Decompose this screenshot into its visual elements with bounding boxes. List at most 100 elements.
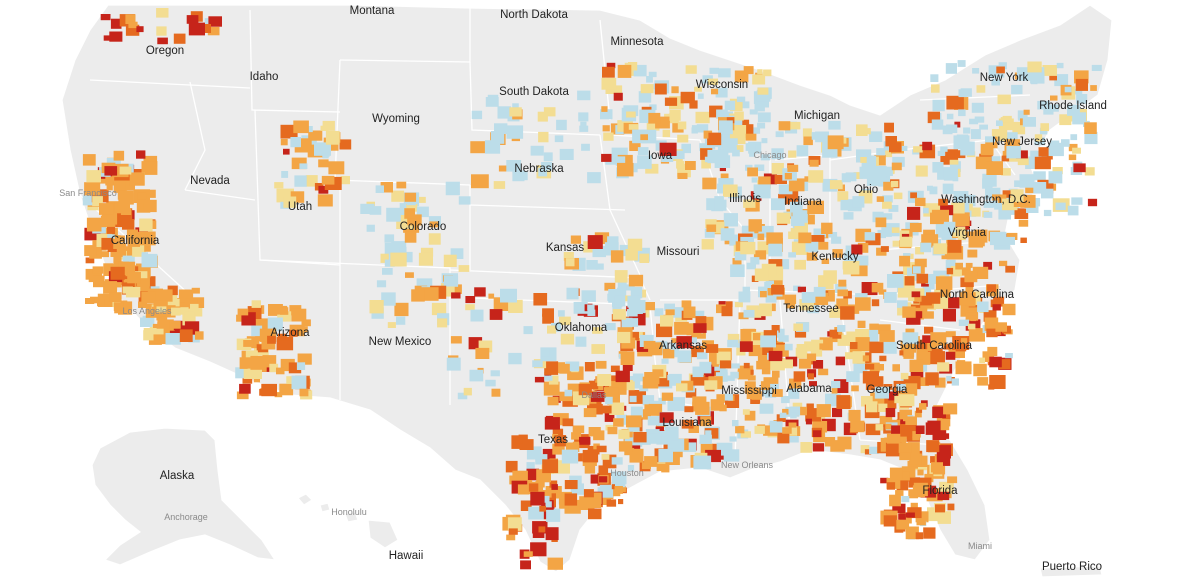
county-patch <box>136 232 145 239</box>
county-patch <box>241 312 256 326</box>
county-patch <box>808 170 824 183</box>
county-patch <box>628 301 643 314</box>
county-patch <box>952 212 970 227</box>
county-patch <box>939 481 954 494</box>
state-label-colorado: Colorado <box>400 221 447 233</box>
county-patch <box>899 449 911 461</box>
county-patch <box>627 238 643 251</box>
county-patch <box>321 175 335 185</box>
county-patch <box>572 425 585 434</box>
county-patch <box>798 232 812 244</box>
county-patch <box>618 499 624 505</box>
county-patch <box>620 379 635 391</box>
county-patch <box>898 442 912 453</box>
county-patch <box>188 332 200 343</box>
county-patch <box>681 300 692 308</box>
county-patch <box>590 391 605 402</box>
county-patch <box>828 120 841 130</box>
county-patch <box>404 208 415 219</box>
county-patch <box>753 333 761 341</box>
county-patch <box>99 251 109 258</box>
state-label-south-carolina: South Carolina <box>896 340 973 352</box>
county-patch <box>384 259 395 267</box>
county-patch <box>964 270 978 283</box>
county-patch <box>788 150 797 158</box>
county-patch <box>782 427 792 434</box>
county-patch <box>734 302 743 308</box>
county-patch <box>180 307 189 315</box>
county-patch <box>156 328 164 336</box>
county-patch <box>170 298 180 307</box>
county-patch <box>587 309 596 316</box>
county-patch <box>493 181 506 189</box>
county-patch <box>136 26 144 33</box>
county-patch <box>283 196 297 208</box>
county-patch <box>291 308 307 322</box>
county-patch <box>785 300 796 309</box>
county-patch <box>603 387 619 399</box>
county-patch <box>127 271 141 284</box>
county-patch <box>791 216 805 226</box>
county-patch <box>865 329 879 342</box>
county-patch <box>280 307 289 315</box>
county-patch <box>489 309 503 320</box>
county-patch <box>615 156 626 166</box>
county-patch <box>305 175 318 187</box>
county-patch <box>927 185 933 191</box>
county-patch <box>102 212 118 225</box>
county-patch <box>564 480 578 490</box>
county-patch <box>931 348 943 359</box>
county-patch <box>788 178 805 192</box>
county-patch <box>771 163 784 175</box>
county-patch <box>195 331 204 340</box>
county-patch <box>764 281 773 288</box>
county-patch <box>672 307 684 318</box>
county-patch <box>685 65 697 74</box>
state-label-ohio: Ohio <box>854 184 878 196</box>
county-patch <box>950 266 962 277</box>
county-patch <box>267 335 276 344</box>
county-patch <box>875 424 884 431</box>
border-line <box>879 319 961 331</box>
county-patch <box>910 192 917 199</box>
county-patch <box>861 155 877 168</box>
county-patch <box>604 282 616 291</box>
county-patch <box>299 326 308 333</box>
county-patch <box>909 359 924 372</box>
border-line <box>89 79 251 89</box>
county-patch <box>591 344 605 354</box>
county-patch <box>920 485 937 498</box>
county-patch <box>696 124 709 133</box>
county-patch <box>474 287 486 297</box>
county-patch <box>693 323 707 333</box>
county-patch <box>970 315 976 322</box>
county-patch <box>711 221 725 234</box>
state-label-montana: Montana <box>350 5 395 17</box>
county-patch <box>1037 100 1050 110</box>
county-patch <box>940 146 948 152</box>
county-patch <box>637 147 649 156</box>
county-patch <box>299 138 312 150</box>
county-patch <box>239 383 251 394</box>
county-patch <box>703 130 713 139</box>
county-patch <box>610 250 624 263</box>
county-patch <box>173 33 186 44</box>
state-label-north-carolina: North Carolina <box>940 289 1015 301</box>
county-patch <box>886 482 896 490</box>
county-patch <box>750 397 761 404</box>
county-patch <box>881 166 893 176</box>
county-patch <box>753 250 767 260</box>
county-patch <box>821 258 830 264</box>
county-patch <box>655 116 670 129</box>
county-patch <box>803 214 815 225</box>
county-patch <box>965 262 973 268</box>
county-patch <box>736 96 746 103</box>
county-patch <box>901 233 910 239</box>
county-patch <box>538 167 547 177</box>
county-patch <box>761 138 768 144</box>
city-labels: San Francisco Chicago Los Angeles Dallas… <box>59 150 992 551</box>
state-label-indiana: Indiana <box>784 196 822 208</box>
county-patch <box>153 334 165 344</box>
county-patch <box>104 166 118 176</box>
county-patch <box>1005 236 1015 245</box>
